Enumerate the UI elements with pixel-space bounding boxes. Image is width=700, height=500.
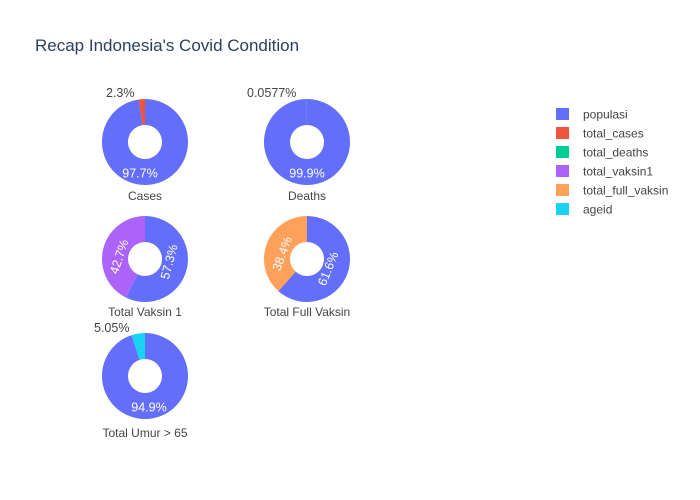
legend-item-total_full_vaksin[interactable]: total_full_vaksin xyxy=(556,184,668,198)
legend-label: total_vaksin1 xyxy=(583,165,653,179)
pie-slice-total_vaksin1[interactable] xyxy=(101,216,145,298)
legend-label: total_deaths xyxy=(583,146,648,160)
pie-slice-ageid[interactable] xyxy=(131,333,145,360)
legend: populasi total_cases total_deaths total_vak… xyxy=(556,108,668,217)
pie-5: 94.9% 5.05% Total Umur > 65 xyxy=(94,321,189,440)
legend-label: total_cases xyxy=(583,127,644,141)
legend-swatch xyxy=(556,127,569,139)
pie-slice-total_cases[interactable] xyxy=(138,99,145,126)
pie-1: 97.7% 2.3% Cases xyxy=(102,86,188,203)
legend-item-ageid[interactable]: ageid xyxy=(556,203,612,217)
legend-swatch xyxy=(556,108,569,120)
slice-label: 0.0577% xyxy=(247,86,296,100)
pie-title: Total Vaksin 1 xyxy=(108,305,182,319)
legend-label: total_full_vaksin xyxy=(583,184,668,198)
pie-3: 57.3%42.7%Total Vaksin 1 xyxy=(101,216,188,319)
legend-item-total_vaksin1[interactable]: total_vaksin1 xyxy=(556,165,653,179)
pie-grid: 97.7% 2.3% Cases 99.9% 0.0577% Deaths 57.3%42.… xyxy=(94,86,350,440)
pie-slice-populasi[interactable] xyxy=(102,333,189,419)
pie-4: 61.6%38.4%Total Full Vaksin xyxy=(264,216,350,319)
pie-title: Total Full Vaksin xyxy=(264,305,350,319)
legend-label: ageid xyxy=(583,203,612,217)
legend-swatch xyxy=(556,165,569,177)
slice-label: 94.9% xyxy=(131,400,166,414)
legend-swatch xyxy=(556,203,569,215)
pie-2: 99.9% 0.0577% Deaths xyxy=(247,86,351,203)
legend-swatch xyxy=(556,184,569,196)
legend-item-populasi[interactable]: populasi xyxy=(556,108,628,122)
slice-label: 2.3% xyxy=(106,86,135,100)
chart-title: Recap Indonesia's Covid Condition xyxy=(35,36,299,55)
legend-label: populasi xyxy=(583,108,628,122)
slice-label: 97.7% xyxy=(122,166,157,180)
pie-slice-total_full_vaksin[interactable] xyxy=(264,216,307,292)
pie-slice-populasi[interactable] xyxy=(125,216,188,302)
slice-label: 99.9% xyxy=(289,166,324,180)
pie-slice-populasi[interactable] xyxy=(102,99,188,186)
pie-title: Cases xyxy=(128,189,162,203)
slice-label: 5.05% xyxy=(94,321,129,335)
pie-slice-populasi[interactable] xyxy=(278,216,350,302)
pie-title: Deaths xyxy=(288,189,326,203)
pie-title: Total Umur > 65 xyxy=(102,426,187,440)
legend-swatch xyxy=(556,146,569,158)
legend-item-total_deaths[interactable]: total_deaths xyxy=(556,146,648,160)
legend-item-total_cases[interactable]: total_cases xyxy=(556,127,644,141)
pie-slice-populasi[interactable] xyxy=(264,99,351,185)
